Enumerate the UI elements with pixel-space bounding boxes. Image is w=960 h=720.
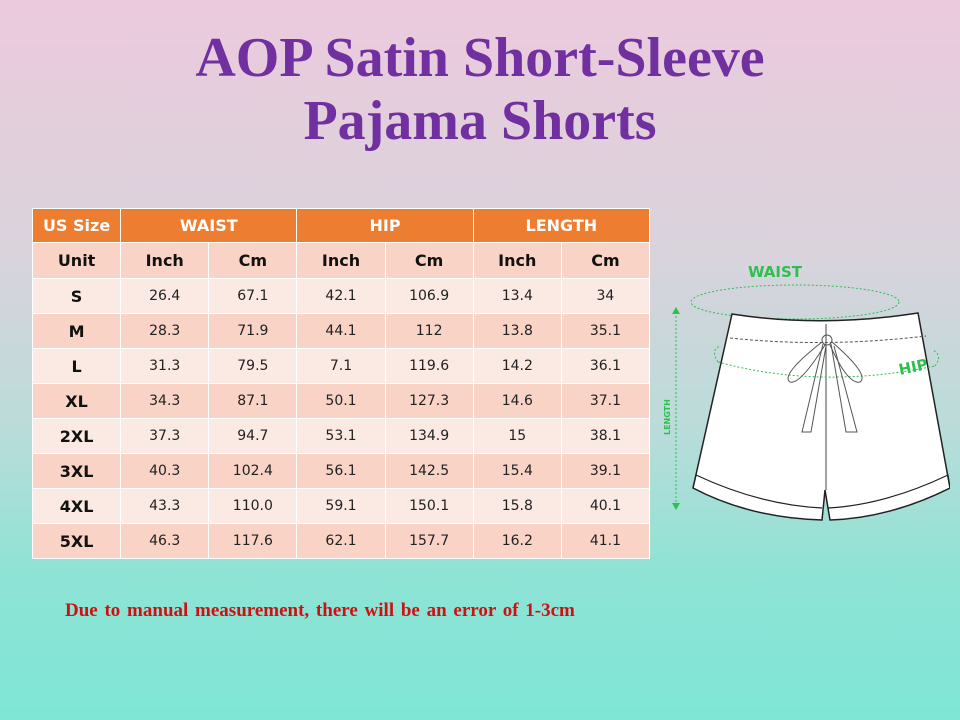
measurement-cell: 79.5 <box>208 348 298 384</box>
measurement-cell: 31.3 <box>120 348 210 384</box>
measurement-cell: 42.1 <box>296 278 386 314</box>
measurement-cell: 87.1 <box>208 383 298 419</box>
measurement-cell: 157.7 <box>384 523 474 559</box>
unit-cell: Inch <box>472 242 562 279</box>
size-label: 4XL <box>31 488 122 524</box>
measurement-cell: 39.1 <box>560 453 651 489</box>
header-hip: HIP <box>296 208 474 243</box>
measurement-cell: 14.2 <box>472 348 562 384</box>
waistband-stitch <box>729 335 927 344</box>
measurement-cell: 112 <box>384 313 474 349</box>
size-row: M 28.3 71.9 44.1 112 13.8 35.1 <box>31 313 651 349</box>
unit-cell: Cm <box>208 242 298 279</box>
waist-label: WAIST <box>748 263 803 281</box>
waist-measure-line <box>690 284 900 320</box>
measurement-cell: 13.8 <box>472 313 562 349</box>
drawstring-icon <box>787 334 863 433</box>
title-line-1: AOP Satin Short-Sleeve <box>195 27 765 89</box>
measurement-cell: 142.5 <box>384 453 474 489</box>
measurement-cell: 134.9 <box>384 418 474 454</box>
size-row: 5XL 46.3 117.6 62.1 157.7 16.2 41.1 <box>31 523 651 559</box>
shorts-hem <box>692 474 950 509</box>
size-label: 5XL <box>31 523 122 559</box>
measurement-cell: 7.1 <box>296 348 386 384</box>
measurement-cell: 14.6 <box>472 383 562 419</box>
measurement-cell: 38.1 <box>560 418 651 454</box>
size-row: 3XL 40.3 102.4 56.1 142.5 15.4 39.1 <box>31 453 651 489</box>
measurement-cell: 59.1 <box>296 488 386 524</box>
size-label: 3XL <box>31 453 122 489</box>
measurement-cell: 53.1 <box>296 418 386 454</box>
measurement-cell: 16.2 <box>472 523 562 559</box>
measurement-cell: 46.3 <box>120 523 210 559</box>
measurement-cell: 43.3 <box>120 488 210 524</box>
measurement-cell: 36.1 <box>560 348 651 384</box>
size-row: S 26.4 67.1 42.1 106.9 13.4 34 <box>31 278 651 314</box>
hip-measure-line <box>714 345 939 378</box>
measurement-cell: 110.0 <box>208 488 298 524</box>
unit-cell: Inch <box>296 242 386 279</box>
measurement-cell: 34.3 <box>120 383 210 419</box>
measurement-cell: 35.1 <box>560 313 651 349</box>
shorts-outline <box>692 312 950 521</box>
measurement-cell: 40.1 <box>560 488 651 524</box>
group-header-row: US Size WAIST HIP LENGTH <box>31 208 651 243</box>
size-row: L 31.3 79.5 7.1 119.6 14.2 36.1 <box>31 348 651 384</box>
header-us-size: US Size <box>31 208 122 243</box>
length-label: LENGTH <box>663 399 672 435</box>
header-waist: WAIST <box>120 208 298 243</box>
size-label: 2XL <box>31 418 122 454</box>
unit-cell: Inch <box>120 242 210 279</box>
measurement-cell: 50.1 <box>296 383 386 419</box>
measurement-cell: 56.1 <box>296 453 386 489</box>
size-row: XL 34.3 87.1 50.1 127.3 14.6 37.1 <box>31 383 651 419</box>
measurement-error-note: Due to manual measurement, there will be… <box>65 600 575 621</box>
measurement-cell: 102.4 <box>208 453 298 489</box>
unit-cell: Cm <box>560 242 651 279</box>
measurement-cell: 37.3 <box>120 418 210 454</box>
measurement-cell: 94.7 <box>208 418 298 454</box>
measurement-cell: 150.1 <box>384 488 474 524</box>
measurement-cell: 40.3 <box>120 453 210 489</box>
unit-cell: Unit <box>31 242 122 279</box>
measurement-cell: 34 <box>560 278 651 314</box>
size-row: 2XL 37.3 94.7 53.1 134.9 15 38.1 <box>31 418 651 454</box>
title-line-2: Pajama Shorts <box>303 90 657 152</box>
size-label: S <box>31 278 122 314</box>
measurement-cell: 15 <box>472 418 562 454</box>
measurement-cell: 127.3 <box>384 383 474 419</box>
size-label: L <box>31 348 122 384</box>
measurement-cell: 13.4 <box>472 278 562 314</box>
unit-row: Unit Inch Cm Inch Cm Inch Cm <box>31 242 651 279</box>
header-length: LENGTH <box>472 208 651 243</box>
size-label: XL <box>31 383 122 419</box>
unit-cell: Cm <box>384 242 474 279</box>
measurement-cell: 71.9 <box>208 313 298 349</box>
measurement-cell: 62.1 <box>296 523 386 559</box>
size-chart-table: US Size WAIST HIP LENGTH Unit Inch Cm In… <box>31 208 651 559</box>
measurement-cell: 26.4 <box>120 278 210 314</box>
measurement-cell: 119.6 <box>384 348 474 384</box>
measurement-cell: 41.1 <box>560 523 651 559</box>
hip-label: HIP <box>897 355 929 379</box>
measurement-cell: 67.1 <box>208 278 298 314</box>
measurement-cell: 106.9 <box>384 278 474 314</box>
measurement-cell: 28.3 <box>120 313 210 349</box>
measurement-cell: 37.1 <box>560 383 651 419</box>
shorts-diagram: WAIST HIP LENGTH <box>663 263 950 521</box>
measurement-cell: 15.4 <box>472 453 562 489</box>
measurement-cell: 44.1 <box>296 313 386 349</box>
measurement-cell: 15.8 <box>472 488 562 524</box>
measurement-cell: 117.6 <box>208 523 298 559</box>
size-row: 4XL 43.3 110.0 59.1 150.1 15.8 40.1 <box>31 488 651 524</box>
size-label: M <box>31 313 122 349</box>
